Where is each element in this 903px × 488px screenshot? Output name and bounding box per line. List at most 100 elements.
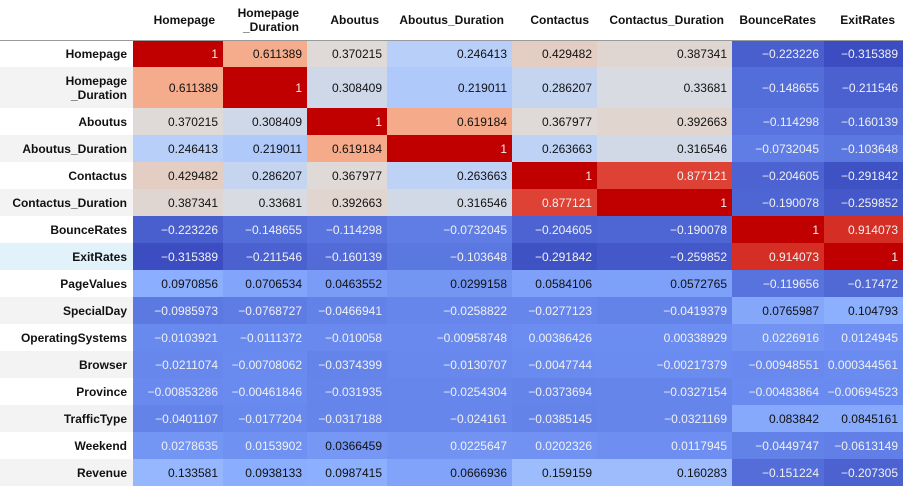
heatmap-cell: −0.119656 bbox=[732, 270, 824, 297]
row-header: Aboutus_Duration bbox=[0, 135, 133, 162]
heatmap-cell: −0.00958748 bbox=[387, 324, 512, 351]
row-header: Province bbox=[76, 384, 127, 399]
column-header: ExitRates bbox=[824, 0, 903, 41]
heatmap-cell: 0.0299158 bbox=[387, 270, 512, 297]
heatmap-cell: −0.0130707 bbox=[387, 351, 512, 378]
heatmap-cell: −0.0985973 bbox=[133, 297, 223, 324]
table-row: Browser −0.0211074 −0.00708062 −0.0374399 −0… bbox=[0, 351, 903, 378]
heatmap-cell: 0.0584106 bbox=[512, 270, 597, 297]
table-row: OperatingSystems −0.0103921 −0.0111372 −0.0… bbox=[0, 324, 903, 351]
heatmap-cell: −0.315389 bbox=[133, 243, 223, 270]
heatmap-cell: −0.315389 bbox=[824, 40, 903, 67]
heatmap-cell: 0.286207 bbox=[223, 162, 307, 189]
column-header: Homepage bbox=[133, 0, 223, 41]
column-header: Aboutus bbox=[307, 0, 387, 41]
heatmap-cell: −0.190078 bbox=[597, 216, 732, 243]
row-header: Homepage _Duration bbox=[0, 67, 133, 108]
heatmap-cell: −0.0373694 bbox=[512, 378, 597, 405]
heatmap-cell: −0.0401107 bbox=[133, 405, 223, 432]
heatmap-cell: 0.370215 bbox=[133, 108, 223, 135]
heatmap-cell: −0.0103921 bbox=[133, 324, 223, 351]
heatmap-cell: 0.392663 bbox=[597, 108, 732, 135]
heatmap-cell: 0.0572765 bbox=[597, 270, 732, 297]
heatmap-cell: 0.367977 bbox=[512, 108, 597, 135]
heatmap-cell: 0.370215 bbox=[307, 40, 387, 67]
heatmap-cell: 0.611389 bbox=[223, 40, 307, 67]
heatmap-cell: 0.914073 bbox=[824, 216, 903, 243]
heatmap-cell: −0.00708062 bbox=[223, 351, 307, 378]
row-header: Contactus bbox=[68, 168, 127, 183]
heatmap-cell: −0.031935 bbox=[307, 378, 387, 405]
heatmap-cell: −0.010058 bbox=[307, 324, 387, 351]
heatmap-cell: −0.0327154 bbox=[597, 378, 732, 405]
table-row: Revenue 0.133581 0.0938133 0.0987415 0.06669… bbox=[0, 459, 903, 486]
heatmap-cell: 0.0706534 bbox=[223, 270, 307, 297]
heatmap-cell: 0.429482 bbox=[512, 40, 597, 67]
heatmap-cell: 0.33681 bbox=[597, 67, 732, 108]
heatmap-cell: −0.0449747 bbox=[732, 432, 824, 459]
table-row: TrafficType −0.0401107 −0.0177204 −0.031718… bbox=[0, 405, 903, 432]
heatmap-cell: 0.308409 bbox=[223, 108, 307, 135]
row-header: Homepage bbox=[65, 46, 127, 61]
row-header: BounceRates bbox=[50, 222, 127, 237]
row-header: Weekend bbox=[74, 438, 127, 453]
heatmap-cell: 1 bbox=[732, 216, 824, 243]
heatmap-cell: 0.219011 bbox=[223, 135, 307, 162]
heatmap-cell: 0.104793 bbox=[824, 297, 903, 324]
heatmap-cell: −0.0111372 bbox=[223, 324, 307, 351]
row-header: SpecialDay bbox=[0, 297, 133, 324]
heatmap-cell: 0.00386426 bbox=[512, 324, 597, 351]
heatmap-cell: −0.190078 bbox=[732, 189, 824, 216]
heatmap-cell: 0.33681 bbox=[223, 189, 307, 216]
heatmap-cell: −0.0732045 bbox=[387, 216, 512, 243]
heatmap-cell: −0.259852 bbox=[824, 189, 903, 216]
column-header: Contactus_Duration bbox=[597, 0, 732, 41]
heatmap-cell: −0.148655 bbox=[732, 67, 824, 108]
heatmap-cell: 1 bbox=[512, 162, 597, 189]
table-row: Contactus 0.429482 0.286207 0.367977 0.26366… bbox=[0, 162, 903, 189]
heatmap-cell: 0.286207 bbox=[512, 67, 597, 108]
heatmap-cell: 0.246413 bbox=[133, 135, 223, 162]
heatmap-cell: −0.00853286 bbox=[133, 378, 223, 405]
heatmap-cell: 0.0225647 bbox=[387, 432, 512, 459]
table-row: Province −0.00853286 −0.00461846 −0.031935−… bbox=[0, 378, 903, 405]
heatmap-cell: 0.0845161 bbox=[824, 405, 903, 432]
table-row: Weekend 0.0278635 0.0153902 0.0366459 0.0225… bbox=[0, 432, 903, 459]
heatmap-cell: 0.159159 bbox=[512, 459, 597, 486]
heatmap-cell: −0.0211074 bbox=[133, 351, 223, 378]
column-header: BounceRates bbox=[732, 0, 824, 41]
heatmap-cell: −0.151224 bbox=[732, 459, 824, 486]
heatmap-cell: 0.611389 bbox=[133, 67, 223, 108]
heatmap-cell: 0.0463552 bbox=[307, 270, 387, 297]
heatmap-cell: −0.0374399 bbox=[307, 351, 387, 378]
heatmap-cell: 0.0124945 bbox=[824, 324, 903, 351]
heatmap-cell: 0.0117945 bbox=[597, 432, 732, 459]
table-row: PageValues 0.0970856 0.0706534 0.0463552 0.0… bbox=[0, 270, 903, 297]
heatmap-cell: 0.0226916 bbox=[732, 324, 824, 351]
heatmap-cell: −0.259852 bbox=[597, 243, 732, 270]
heatmap-cell: −0.291842 bbox=[512, 243, 597, 270]
heatmap-cell: −0.17472 bbox=[824, 270, 903, 297]
row-header: Contactus_Duration bbox=[0, 189, 133, 216]
heatmap-cell: −0.0768727 bbox=[223, 297, 307, 324]
heatmap-cell: −0.0385145 bbox=[512, 405, 597, 432]
heatmap-cell: 0.316546 bbox=[387, 189, 512, 216]
heatmap-cell: 0.429482 bbox=[133, 162, 223, 189]
heatmap-cell: 0.877121 bbox=[512, 189, 597, 216]
table-row: Homepage 1 0.611389 0.370215 0.246413 0.42948… bbox=[0, 40, 903, 67]
table-row: Aboutus_Duration 0.246413 0.219011 0.619184… bbox=[0, 135, 903, 162]
row-header: OperatingSystems bbox=[20, 330, 127, 345]
column-header: Contactus bbox=[512, 0, 597, 41]
heatmap-cell: −0.0466941 bbox=[307, 297, 387, 324]
header-row: Homepage Homepage _Duration Aboutus Aboutus_… bbox=[0, 0, 903, 41]
heatmap-cell: 1 bbox=[824, 243, 903, 270]
heatmap-cell: −0.114298 bbox=[732, 108, 824, 135]
heatmap-cell: 0.877121 bbox=[597, 162, 732, 189]
heatmap-cell: −0.211546 bbox=[824, 67, 903, 108]
row-header: ExitRates bbox=[0, 243, 133, 270]
row-header: TrafficType bbox=[0, 405, 133, 432]
heatmap-cell: 0.083842 bbox=[732, 405, 824, 432]
heatmap-cell: −0.291842 bbox=[824, 162, 903, 189]
heatmap-cell: 0.246413 bbox=[387, 40, 512, 67]
heatmap-cell: −0.0047744 bbox=[512, 351, 597, 378]
